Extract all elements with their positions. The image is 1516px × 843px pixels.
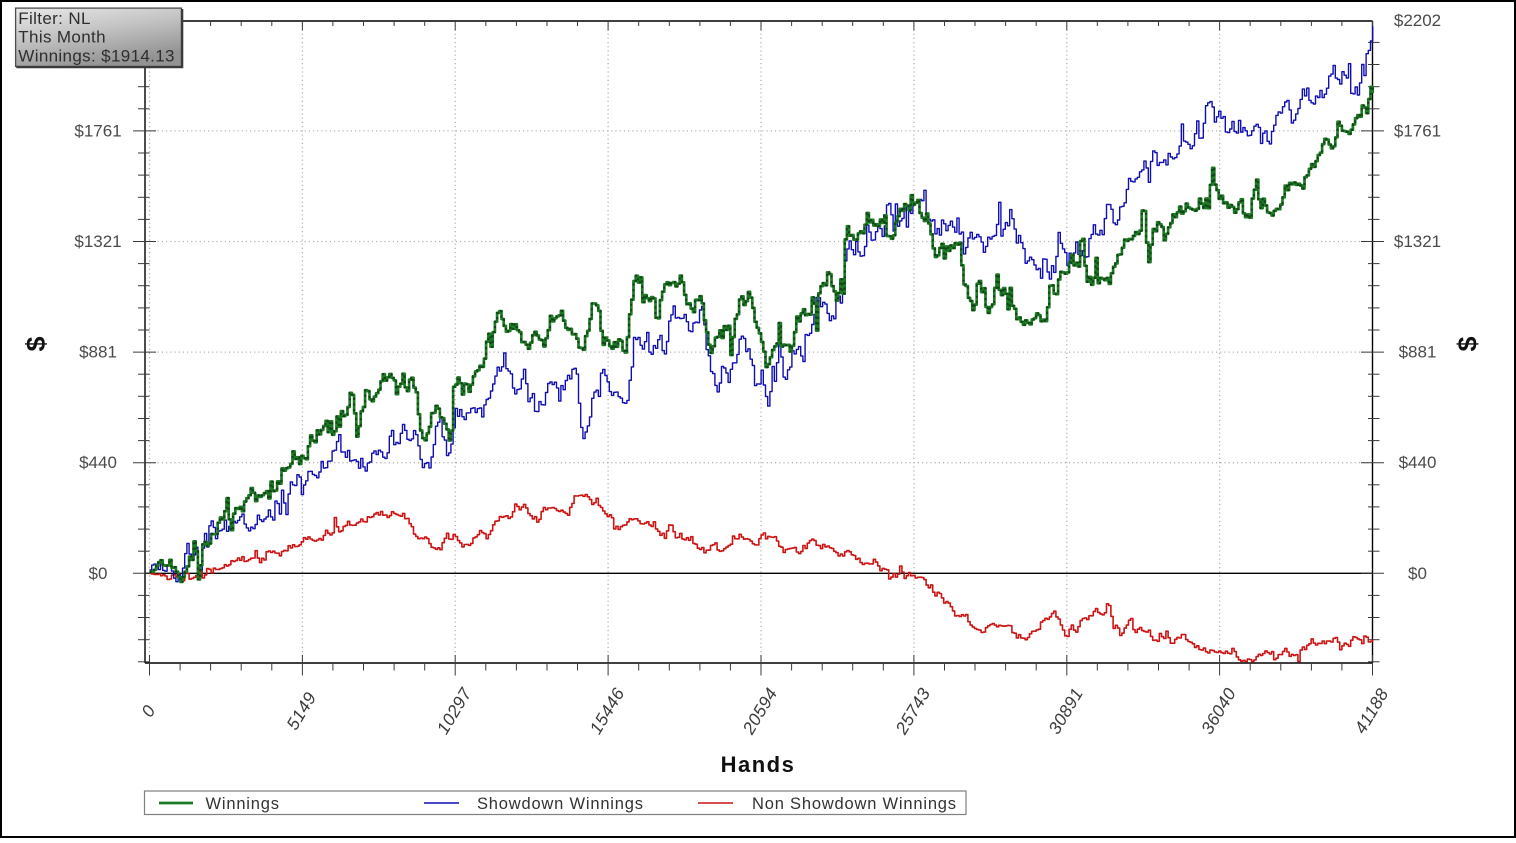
svg-text:$881: $881 [79, 343, 117, 362]
svg-text:$1321: $1321 [1394, 232, 1441, 251]
svg-text:Filter: NL: Filter: NL [18, 9, 90, 28]
svg-text:Hands: Hands [721, 752, 796, 777]
svg-text:$440: $440 [1399, 453, 1437, 472]
svg-text:Winnings: Winnings [206, 795, 280, 813]
svg-text:$: $ [21, 336, 51, 351]
svg-text:Showdown Winnings: Showdown Winnings [477, 795, 644, 813]
svg-text:$2202: $2202 [1394, 11, 1441, 30]
svg-text:$: $ [1453, 336, 1483, 351]
svg-text:$0: $0 [1408, 564, 1427, 583]
svg-text:$881: $881 [1399, 343, 1437, 362]
svg-text:$1321: $1321 [74, 232, 121, 251]
svg-text:Non Showdown Winnings: Non Showdown Winnings [752, 795, 957, 813]
svg-text:$1761: $1761 [1394, 121, 1441, 140]
svg-text:$1761: $1761 [74, 121, 121, 140]
svg-text:$440: $440 [79, 453, 117, 472]
svg-text:$0: $0 [89, 564, 108, 583]
svg-text:This Month: This Month [18, 28, 106, 47]
svg-text:Winnings: $1914.13: Winnings: $1914.13 [18, 46, 175, 65]
